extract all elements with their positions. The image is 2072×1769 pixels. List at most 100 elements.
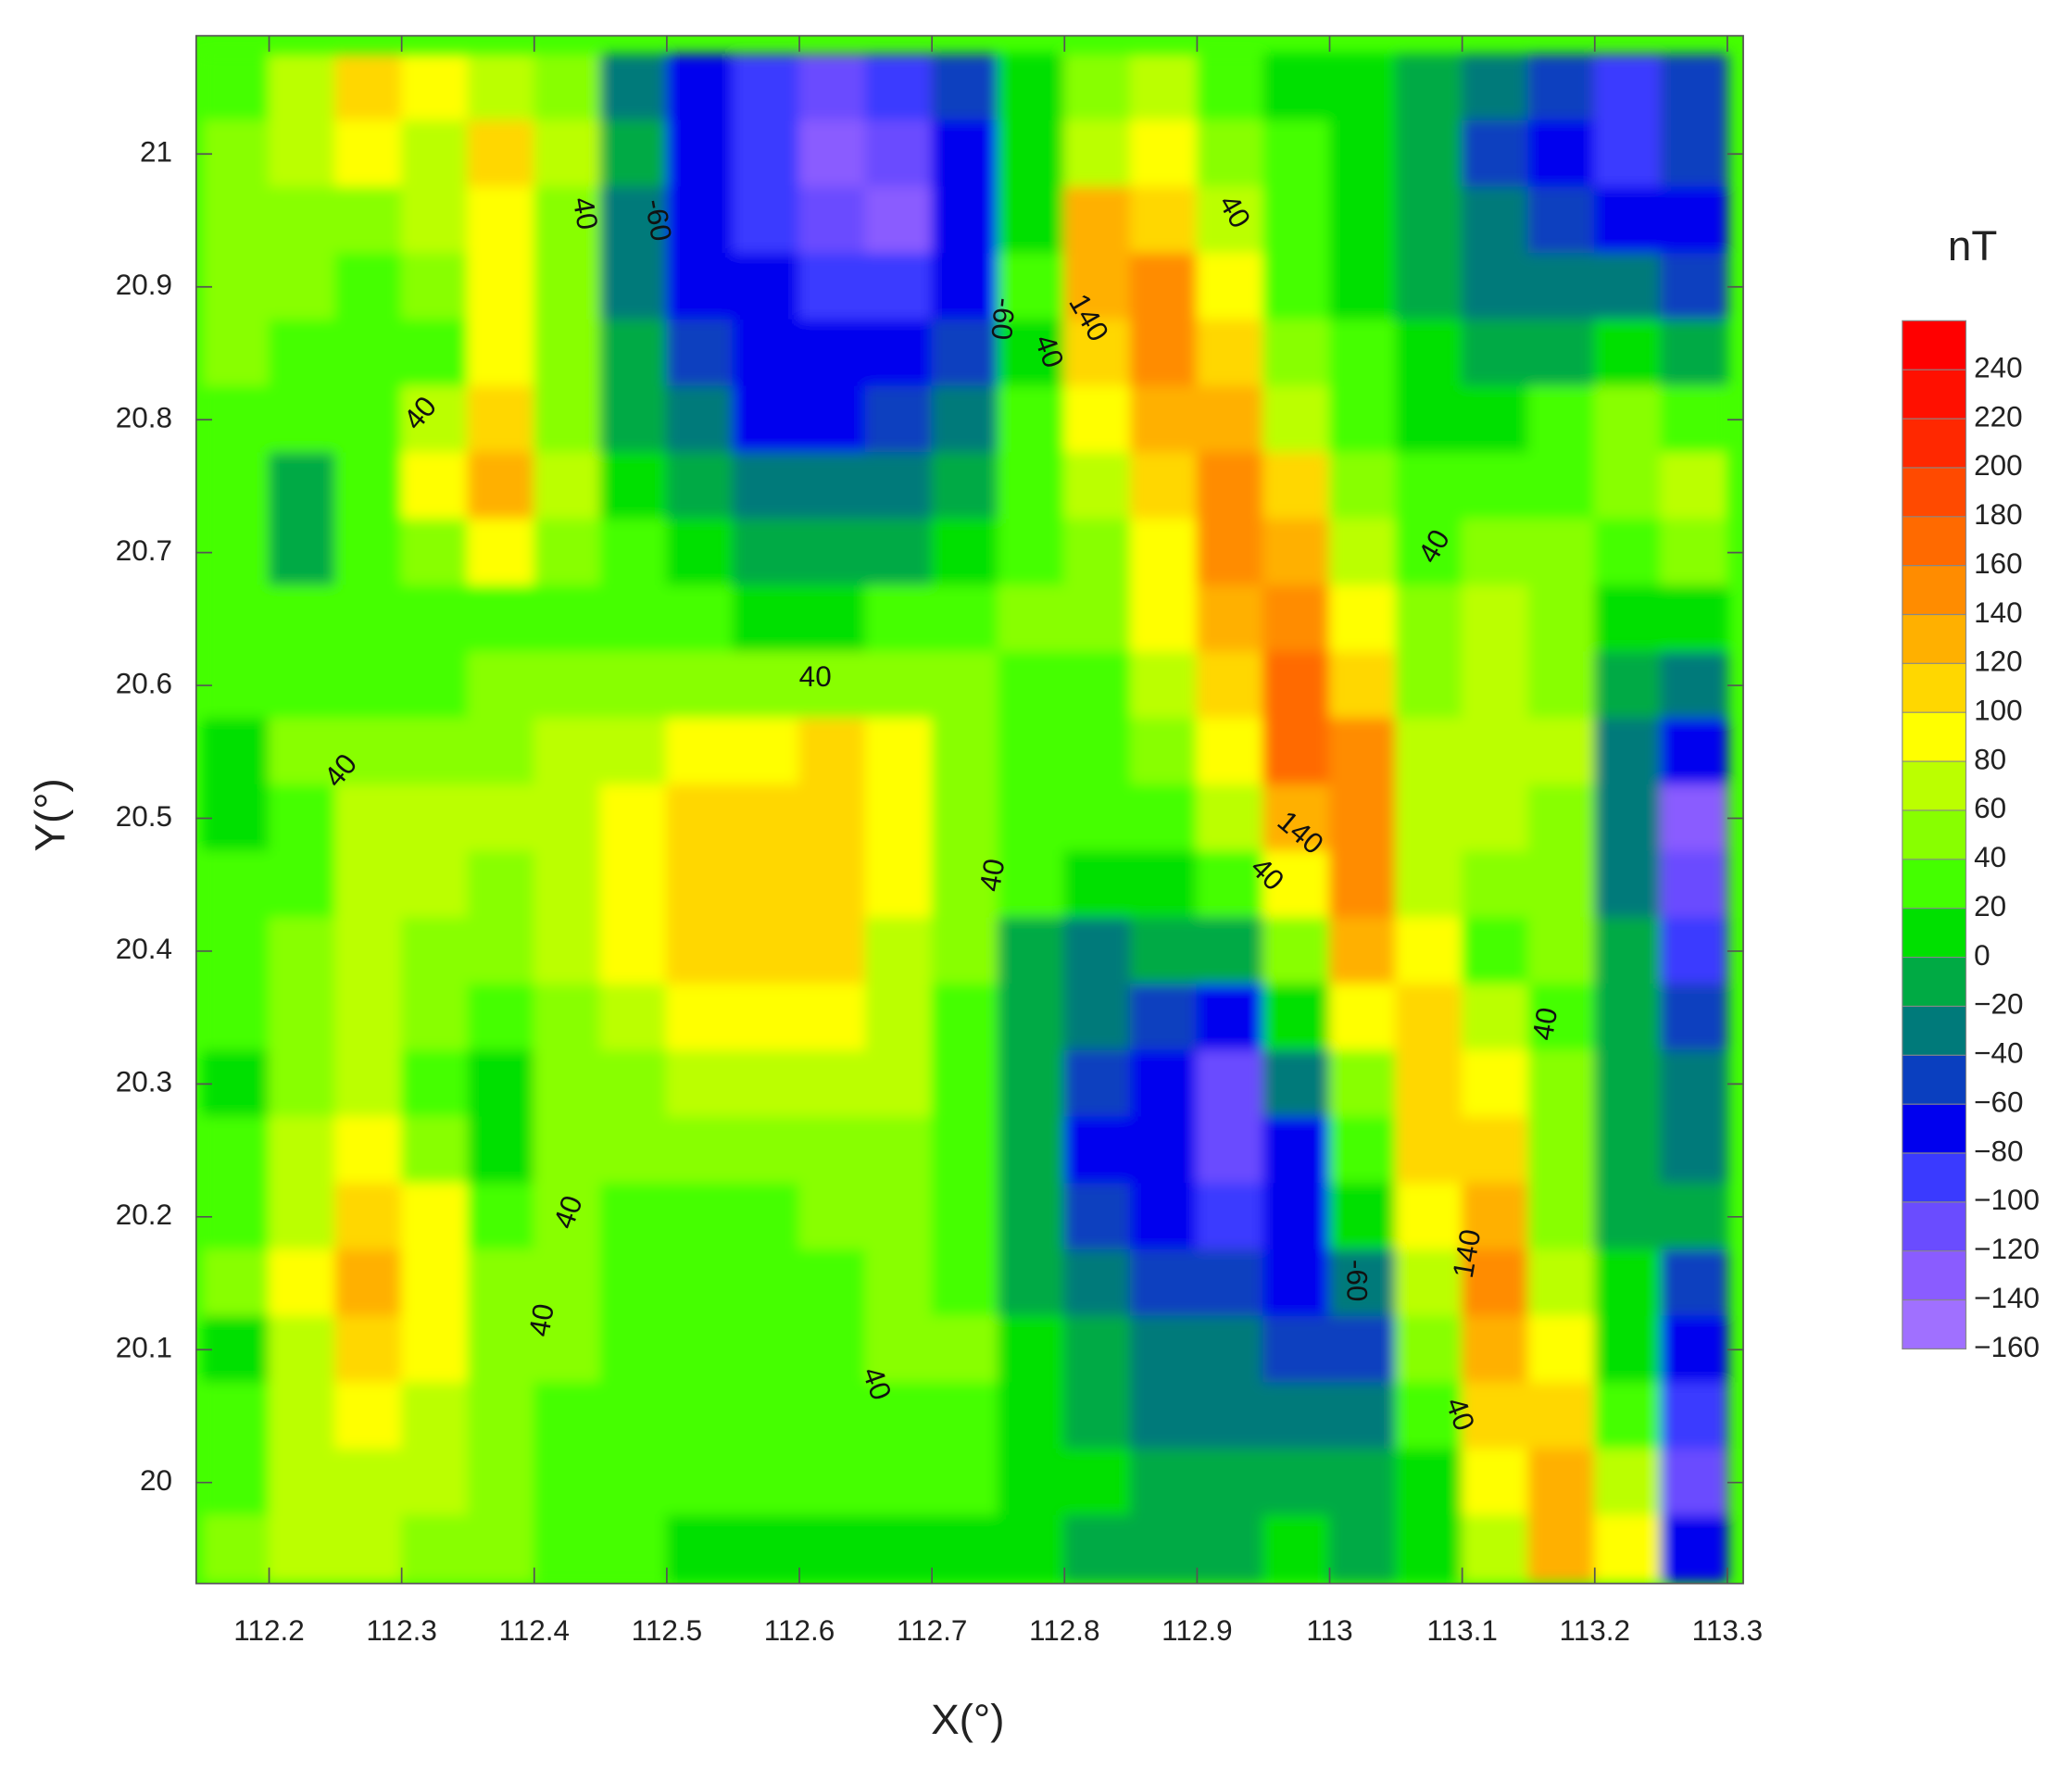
contour-cell	[1461, 850, 1529, 919]
contour-cell	[334, 53, 403, 122]
contour-cell	[268, 917, 336, 985]
contour-cell	[1196, 1315, 1264, 1384]
contour-cell	[334, 850, 403, 919]
contour-cell	[268, 718, 336, 786]
contour-cell	[1130, 1049, 1199, 1118]
contour-cell	[334, 784, 403, 853]
contour-cell	[666, 1514, 735, 1583]
contour-cell	[202, 784, 270, 853]
contour-cell	[1262, 119, 1331, 188]
contour-cell	[599, 385, 668, 454]
contour-cell	[864, 452, 933, 521]
contour-cell	[1196, 385, 1264, 454]
overlay: 112.2 112.3 112.4 112.5 112.6 112.7 112.8 112.9…	[116, 34, 2040, 1647]
contour-cell	[732, 186, 800, 255]
contour-cell	[1063, 1049, 1132, 1118]
contour-cell	[1130, 784, 1199, 853]
contour-cell	[931, 917, 999, 985]
contour-cell	[666, 784, 735, 853]
contour-cell	[798, 253, 867, 321]
contour-cell	[599, 319, 668, 388]
contour-cell	[1461, 385, 1529, 454]
contour-cell	[1660, 1049, 1728, 1118]
contour-cell	[599, 917, 668, 985]
contour-cell	[798, 319, 867, 388]
contour-cell	[1395, 718, 1463, 786]
contour-cell	[997, 584, 1065, 653]
contour-cell	[732, 1315, 800, 1384]
contour-cell	[1262, 1116, 1331, 1185]
contour-cells	[202, 53, 1728, 1583]
contour-cell	[798, 385, 867, 454]
contour-cell	[864, 1248, 933, 1318]
contour-cell	[666, 186, 735, 255]
contour-cell	[1262, 253, 1331, 321]
contour-cell	[997, 519, 1065, 587]
y-tick-label: 20.6	[116, 667, 172, 699]
contour-cell	[864, 1315, 933, 1384]
contour-cell	[1660, 584, 1728, 653]
contour-cell	[1660, 984, 1728, 1052]
contour-cell	[1262, 1049, 1331, 1118]
contour-cell	[864, 53, 933, 122]
contour-cell	[732, 1248, 800, 1318]
contour-cell	[1063, 519, 1132, 587]
contour-cell	[798, 784, 867, 853]
contour-cell	[1594, 1248, 1663, 1318]
contour-cell	[1130, 319, 1199, 388]
contour-cell	[732, 1382, 800, 1450]
colorbar-swatch	[1902, 419, 1966, 468]
contour-cell	[1328, 1514, 1397, 1583]
y-tick-label: 20.2	[116, 1198, 172, 1231]
contour-cell	[1196, 452, 1264, 521]
contour-cell	[864, 1049, 933, 1118]
contour-cell	[798, 1049, 867, 1118]
contour-cell	[1328, 319, 1397, 388]
contour-cell	[1527, 53, 1596, 122]
contour-cell	[268, 651, 336, 720]
contour-cell	[268, 253, 336, 321]
colorbar-swatch	[1902, 761, 1966, 810]
colorbar-swatch	[1902, 370, 1966, 420]
contour-cell	[1660, 519, 1728, 587]
contour-cell	[1594, 718, 1663, 786]
contour-cell	[467, 1248, 535, 1318]
contour-cell	[798, 1382, 867, 1450]
contour-cell	[1594, 917, 1663, 985]
contour-cell	[931, 1449, 999, 1517]
x-tick-label: 112.4	[499, 1614, 570, 1647]
contour-cell	[798, 1449, 867, 1517]
contour-cell	[1196, 253, 1264, 321]
colorbar-swatch	[1902, 1006, 1966, 1056]
contour-cell	[1660, 1514, 1728, 1583]
contour-cell	[732, 1049, 800, 1118]
contour-cell	[666, 319, 735, 388]
contour-cell	[1527, 1049, 1596, 1118]
colorbar-swatch	[1902, 663, 1966, 713]
contour-cell	[467, 1049, 535, 1118]
colorbar-tick-label: −120	[1974, 1233, 2040, 1265]
contour-cell	[864, 718, 933, 786]
contour-cell	[334, 1183, 403, 1251]
contour-cell	[931, 1116, 999, 1185]
contour-cell	[666, 452, 735, 521]
contour-cell	[732, 53, 800, 122]
contour-cell	[400, 584, 469, 653]
contour-cell	[666, 984, 735, 1052]
contour-cell	[1395, 850, 1463, 919]
contour-cell	[1461, 584, 1529, 653]
contour-cell	[732, 718, 800, 786]
contour-cell	[334, 917, 403, 985]
contour-cell	[467, 1183, 535, 1251]
contour-cell	[997, 186, 1065, 255]
contour-cell	[931, 718, 999, 786]
contour-cell	[268, 850, 336, 919]
contour-cell	[1395, 917, 1463, 985]
contour-cell	[599, 584, 668, 653]
contour-cell	[202, 452, 270, 521]
contour-cell	[1527, 385, 1596, 454]
contour-cell	[1130, 1183, 1199, 1251]
contour-cell	[467, 53, 535, 122]
contour-cell	[1328, 584, 1397, 653]
contour-cell	[599, 1514, 668, 1583]
